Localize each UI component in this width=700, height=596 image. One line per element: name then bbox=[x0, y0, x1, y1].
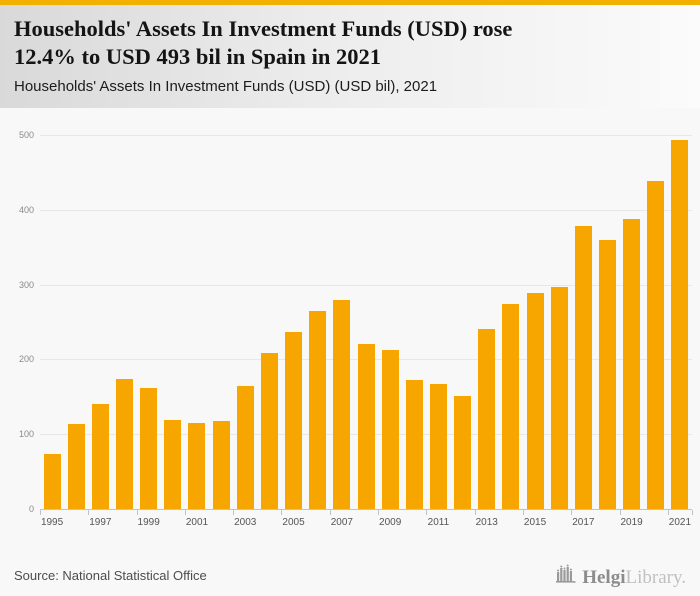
x-axis-tick bbox=[88, 510, 90, 515]
x-axis-label-2001: 2001 bbox=[185, 517, 209, 528]
x-axis-label-2013: 2013 bbox=[475, 517, 498, 528]
bar-2014 bbox=[502, 304, 520, 509]
bar-2019 bbox=[623, 219, 641, 509]
x-axis-tick bbox=[571, 510, 573, 515]
bar-2015 bbox=[526, 293, 544, 509]
header: Households' Assets In Investment Funds (… bbox=[0, 5, 700, 108]
x-axis-label-2019: 2019 bbox=[620, 517, 643, 528]
bar-2017 bbox=[574, 226, 592, 509]
x-axis-tick bbox=[281, 510, 283, 515]
x-axis-tick bbox=[522, 510, 524, 515]
top-accent-strip bbox=[0, 0, 700, 5]
logo-text-primary: Helgi bbox=[582, 567, 626, 588]
bar-2002 bbox=[212, 421, 230, 509]
bar-2008 bbox=[357, 344, 375, 509]
y-axis-label-300: 300 bbox=[18, 279, 34, 290]
helgi-library-logo: HelgiLibrary. bbox=[555, 563, 686, 588]
y-axis-label-0: 0 bbox=[28, 504, 34, 514]
logo-text-secondary: Library. bbox=[625, 567, 687, 588]
x-axis-label-2021: 2021 bbox=[668, 517, 692, 528]
page-title-line1: Households' Assets In Investment Funds (… bbox=[14, 16, 513, 41]
bar-2001 bbox=[188, 423, 206, 509]
bar-1995 bbox=[43, 454, 61, 509]
x-axis-tick bbox=[329, 510, 331, 515]
bar-2021 bbox=[671, 140, 689, 509]
x-axis-label-2011: 2011 bbox=[427, 517, 450, 528]
bar-2012 bbox=[454, 396, 472, 509]
x-axis-tick bbox=[378, 510, 380, 515]
y-axis-label-400: 400 bbox=[18, 204, 34, 215]
x-axis-tick bbox=[136, 510, 138, 515]
bar-2009 bbox=[381, 350, 399, 509]
x-axis-tick bbox=[426, 510, 428, 515]
page-subtitle: Households' Assets In Investment Funds (… bbox=[14, 78, 438, 95]
gridline-300 bbox=[40, 284, 692, 286]
x-axis-line bbox=[40, 509, 692, 510]
x-axis-label-2003: 2003 bbox=[234, 517, 257, 528]
x-axis-tick bbox=[692, 510, 693, 515]
gridline-500 bbox=[40, 135, 692, 136]
bar-2020 bbox=[647, 181, 665, 509]
bar-chart: 0 100 200 300 400 500 1995 1997 1999 2001 2003 2005… bbox=[0, 108, 700, 555]
x-axis-label-1999: 1999 bbox=[137, 517, 160, 528]
x-axis-label-1995: 1995 bbox=[40, 517, 64, 528]
gridline-400 bbox=[40, 209, 692, 211]
bar-2005 bbox=[285, 332, 303, 509]
bar-chart-castle-icon bbox=[555, 563, 577, 588]
bar-2010 bbox=[405, 380, 423, 509]
x-axis-tick bbox=[619, 510, 621, 515]
x-axis-label-2009: 2009 bbox=[379, 517, 402, 528]
logo-text: HelgiLibrary. bbox=[582, 568, 686, 588]
bar-2003 bbox=[236, 386, 254, 509]
page-title: Households' Assets In Investment Funds (… bbox=[14, 15, 686, 71]
bar-2016 bbox=[550, 287, 568, 509]
bar-2018 bbox=[598, 240, 616, 509]
x-axis-tick bbox=[474, 510, 476, 515]
bar-2011 bbox=[429, 384, 447, 509]
bar-2006 bbox=[309, 311, 327, 509]
bar-2000 bbox=[164, 420, 182, 509]
source-text: Source: National Statistical Office bbox=[14, 568, 207, 583]
bar-1996 bbox=[67, 424, 85, 509]
bar-2004 bbox=[260, 353, 278, 509]
bar-2007 bbox=[333, 300, 351, 509]
y-axis-label-200: 200 bbox=[18, 354, 34, 365]
x-axis-tick bbox=[667, 510, 669, 515]
x-axis-label-2005: 2005 bbox=[282, 517, 305, 528]
bar-1998 bbox=[116, 379, 134, 509]
page-title-line2: 12.4% to USD 493 bil in Spain in 2021 bbox=[14, 44, 381, 69]
bar-1997 bbox=[91, 404, 109, 509]
x-axis-tick bbox=[184, 510, 186, 515]
x-axis-label-1997: 1997 bbox=[89, 517, 112, 528]
x-axis-label-2017: 2017 bbox=[572, 517, 595, 528]
y-axis-label-100: 100 bbox=[18, 429, 34, 440]
x-axis-label-2007: 2007 bbox=[330, 517, 353, 528]
bar-1999 bbox=[140, 388, 158, 509]
x-axis-tick bbox=[233, 510, 235, 515]
footer: Source: National Statistical Office bbox=[0, 555, 700, 596]
y-axis-label-500: 500 bbox=[18, 130, 34, 140]
x-axis-label-2015: 2015 bbox=[523, 517, 547, 528]
x-axis-tick bbox=[40, 510, 41, 515]
bar-2013 bbox=[478, 329, 496, 509]
